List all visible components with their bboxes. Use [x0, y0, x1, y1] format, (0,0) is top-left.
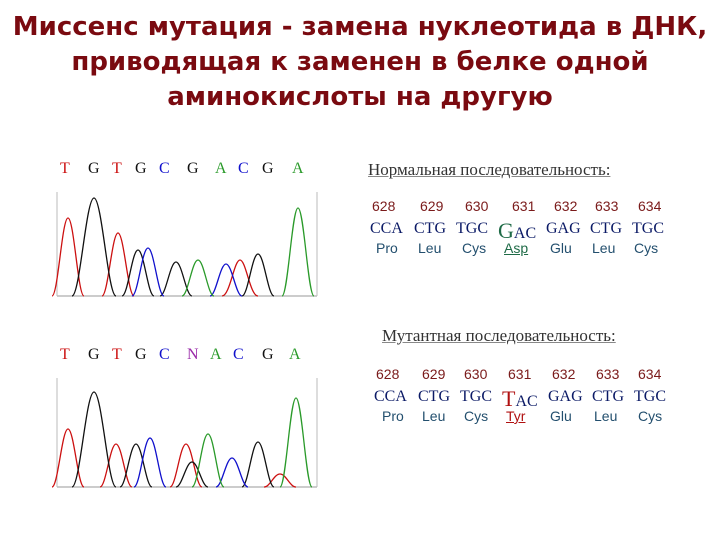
- mutant-num-633: 633: [596, 366, 620, 382]
- mutant-aa-632: Glu: [550, 408, 572, 424]
- normal-base-4: G: [135, 160, 147, 177]
- normal-num-630: 630: [465, 198, 489, 214]
- normal-base-8: C: [238, 160, 249, 177]
- normal-aa-628: Pro: [376, 240, 398, 256]
- mutant-base-4: G: [135, 346, 147, 363]
- mutant-codon-630: TGC: [460, 388, 492, 405]
- normal-trace-t: [52, 217, 259, 297]
- normal-base-10: A: [292, 160, 304, 177]
- title-line-2: приводящая к заменен в белке одной: [71, 47, 649, 77]
- mutant-codon-633: CTG: [592, 388, 624, 405]
- normal-base-9: G: [262, 160, 274, 177]
- mutant-num-632: 632: [552, 366, 576, 382]
- normal-aa-633: Leu: [592, 240, 616, 256]
- mutant-aa-634: Cys: [638, 408, 663, 424]
- mutant-sequence-header: Мутантная последовательность:: [382, 326, 616, 345]
- mutant-aa-633: Leu: [594, 408, 618, 424]
- mutant-aa-631: Tyr: [506, 408, 526, 424]
- mutant-codon-629: CTG: [418, 388, 450, 405]
- mutant-aa-629: Leu: [422, 408, 446, 424]
- slide-title: Миссенс мутация - замена нуклеотида в ДН…: [0, 10, 720, 115]
- mutant-amino-acids: Pro Leu Cys Tyr Glu Leu Cys: [382, 408, 682, 426]
- normal-mutation-base: G: [498, 218, 514, 243]
- normal-trace-a: [181, 207, 315, 297]
- normal-num-633: 633: [595, 198, 619, 214]
- mutant-codon-631: TAC: [502, 386, 538, 412]
- mutant-trace-t: [52, 428, 297, 488]
- normal-amino-acids: Pro Leu Cys Asp Glu Leu Cys: [376, 240, 676, 258]
- mutant-base-7: A: [210, 346, 222, 363]
- normal-base-6: G: [187, 160, 199, 177]
- normal-num-628: 628: [372, 198, 396, 214]
- normal-codon-631-rest: AC: [513, 225, 537, 242]
- mutant-codon-numbers: 628 629 630 631 632 633 634: [376, 366, 676, 384]
- normal-base-1: T: [60, 160, 70, 177]
- mutant-codon-631-rest: AC: [515, 393, 538, 410]
- normal-codon-634: TGC: [632, 220, 664, 237]
- normal-aa-632: Glu: [550, 240, 572, 256]
- normal-num-634: 634: [638, 198, 662, 214]
- mutant-base-5: C: [159, 346, 170, 363]
- mutant-base-10: A: [289, 346, 301, 363]
- normal-aa-630: Cys: [462, 240, 487, 256]
- normal-codon-633: CTG: [590, 220, 622, 237]
- mutant-codon-632: GAG: [548, 388, 583, 405]
- normal-codons: CCA CTG TGC GAC GAG CTG TGC: [370, 218, 680, 243]
- mutant-base-3: T: [112, 346, 122, 363]
- mutant-codon-628: CCA: [374, 388, 407, 405]
- mutant-num-629: 629: [422, 366, 446, 382]
- normal-trace-c: [131, 247, 243, 297]
- normal-codon-numbers: 628 629 630 631 632 633 634: [372, 198, 672, 216]
- normal-codon-632: GAG: [546, 220, 581, 237]
- mutant-aa-630: Cys: [464, 408, 489, 424]
- normal-base-5: C: [159, 160, 170, 177]
- mutant-num-634: 634: [638, 366, 662, 382]
- normal-base-2: G: [88, 160, 100, 177]
- normal-sequence-header: Нормальная последовательность:: [368, 160, 611, 179]
- mutant-codon-634: TGC: [634, 388, 666, 405]
- normal-num-632: 632: [554, 198, 578, 214]
- title-line-1: Миссенс мутация - замена нуклеотида в ДН…: [12, 12, 708, 42]
- normal-trace-g: [71, 197, 275, 297]
- mutant-num-630: 630: [464, 366, 488, 382]
- mutant-num-631: 631: [508, 366, 532, 382]
- normal-num-631: 631: [512, 198, 536, 214]
- mutant-base-6: N: [187, 346, 199, 363]
- normal-codon-629: CTG: [414, 220, 446, 237]
- normal-codon-630: TGC: [456, 220, 488, 237]
- title-line-3: аминокислоты на другую: [167, 82, 553, 112]
- mutant-trace-a: [191, 397, 313, 488]
- mutant-base-1: T: [60, 346, 70, 363]
- mutant-base-2: G: [88, 346, 100, 363]
- mutant-base-8: C: [233, 346, 244, 363]
- mutant-num-628: 628: [376, 366, 400, 382]
- mutant-mutation-base: T: [502, 386, 516, 411]
- mutant-base-calls: T G T G C N A C G A: [60, 346, 320, 366]
- normal-chromatogram: [52, 192, 318, 297]
- normal-aa-631: Asp: [504, 240, 529, 256]
- normal-aa-634: Cys: [634, 240, 659, 256]
- normal-codon-628: CCA: [370, 220, 403, 237]
- normal-codon-631: GAC: [498, 218, 536, 244]
- normal-aa-629: Leu: [418, 240, 442, 256]
- normal-base-3: T: [112, 160, 122, 177]
- normal-base-7: A: [215, 160, 227, 177]
- mutant-base-9: G: [262, 346, 274, 363]
- normal-num-629: 629: [420, 198, 444, 214]
- mutant-chromatogram: [52, 378, 318, 488]
- normal-base-calls: T G T G C G A C G A: [60, 160, 320, 180]
- mutant-codons: CCA CTG TGC TAC GAG CTG TGC: [374, 386, 684, 411]
- mutant-trace-g: [71, 391, 275, 488]
- mutant-aa-628: Pro: [382, 408, 404, 424]
